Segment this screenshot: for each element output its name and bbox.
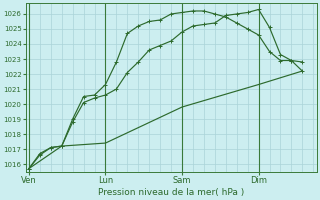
X-axis label: Pression niveau de la mer( hPa ): Pression niveau de la mer( hPa ) — [98, 188, 244, 197]
